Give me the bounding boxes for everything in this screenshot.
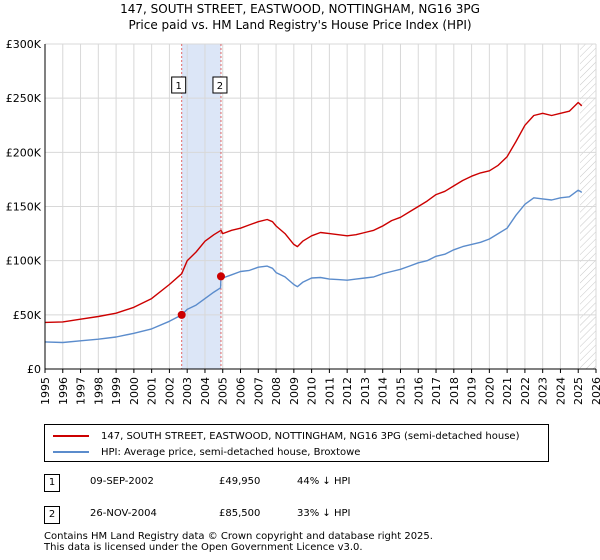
- y-tick-label: £50K: [13, 309, 42, 322]
- y-tick-label: £300K: [6, 38, 42, 51]
- x-tick-label: 2007: [252, 377, 265, 405]
- price-chart: 1 2 £0 £50K £100K £150K £200K £250K £300K 1995 199…: [6, 38, 600, 405]
- x-tick-label: 2024: [554, 377, 567, 405]
- y-tick-label: £100K: [6, 255, 42, 268]
- transaction-hpi-delta: 44% ↓ HPI: [297, 476, 351, 487]
- legend-item-hpi: HPI: Average price, semi-detached house,…: [53, 444, 360, 460]
- x-tick-label: 2015: [394, 377, 407, 405]
- x-tick-label: 2021: [501, 377, 514, 405]
- x-tick-label: 2005: [217, 377, 230, 405]
- footer-copyright: Contains HM Land Registry data © Crown c…: [44, 531, 433, 542]
- legend-item-price: 147, SOUTH STREET, EASTWOOD, NOTTINGHAM,…: [53, 428, 519, 444]
- transaction-hpi-delta: 33% ↓ HPI: [297, 508, 351, 519]
- legend-price-label: 147, SOUTH STREET, EASTWOOD, NOTTINGHAM,…: [101, 430, 520, 442]
- x-tick-label: 2009: [288, 377, 301, 405]
- hpi-series-line: [44, 189, 583, 344]
- x-tick-label: 2011: [323, 377, 336, 405]
- x-tick-label: 2023: [537, 377, 550, 405]
- x-tick-label: 1996: [57, 377, 70, 405]
- x-tick-label: 2003: [181, 377, 194, 405]
- transaction-price: £85,500: [219, 508, 261, 519]
- x-tick-label: 2019: [466, 377, 479, 405]
- x-tick-label: 1995: [39, 377, 52, 405]
- x-tick-label: 2001: [146, 377, 159, 405]
- x-tick-label: 2022: [519, 377, 532, 405]
- y-tick-label: £200K: [6, 146, 42, 159]
- x-tick-label: 1999: [110, 377, 123, 405]
- transaction-date: 09-SEP-2002: [90, 476, 154, 487]
- x-tick-label: 2016: [412, 377, 425, 405]
- transaction-date: 26-NOV-2004: [90, 508, 157, 519]
- footer: Contains HM Land Registry data © Crown c…: [44, 531, 433, 553]
- sale-1-label: 1: [175, 81, 181, 92]
- x-tick-label: 2018: [448, 377, 461, 405]
- chart-title-line2: Price paid vs. HM Land Registry's House …: [128, 18, 472, 32]
- transaction-price: £49,950: [219, 476, 261, 487]
- sale-2-point: [216, 272, 225, 281]
- x-tick-label: 2000: [128, 377, 141, 405]
- x-tick-label: 2014: [377, 377, 390, 405]
- legend-price-line-swatch: [53, 435, 89, 437]
- sale-2-label: 2: [217, 81, 223, 92]
- x-tick-label: 2004: [199, 377, 212, 405]
- footer-licence: This data is licensed under the Open Gov…: [44, 542, 363, 553]
- x-tick-label: 2020: [483, 377, 496, 405]
- legend-hpi-label: HPI: Average price, semi-detached house,…: [101, 446, 361, 458]
- x-tick-label: 2012: [341, 377, 354, 405]
- transaction-marker-badge: 1: [44, 474, 60, 492]
- x-tick-label: 2013: [359, 377, 372, 405]
- x-tick-label: 2008: [270, 377, 283, 405]
- sale-1-point: [177, 310, 186, 319]
- sale-1-label-box: [171, 76, 187, 94]
- x-tick-label: 2026: [590, 377, 600, 405]
- legend: 147, SOUTH STREET, EASTWOOD, NOTTINGHAM,…: [44, 424, 549, 462]
- x-tick-label: 1998: [92, 377, 105, 405]
- x-tick-label: 1997: [75, 377, 88, 405]
- x-tick-label: 2006: [235, 377, 248, 405]
- x-tick-label: 2025: [572, 377, 585, 405]
- chart-title-line1: 147, SOUTH STREET, EASTWOOD, NOTTINGHAM,…: [120, 2, 480, 16]
- transaction-marker-badge: 2: [44, 506, 60, 524]
- y-tick-label: £0: [27, 363, 41, 376]
- legend-hpi-line-swatch: [53, 451, 89, 453]
- x-tick-label: 2017: [430, 377, 443, 405]
- x-tick-label: 2010: [306, 377, 319, 405]
- y-tick-label: £150K: [6, 201, 42, 214]
- sale-2-label-box: [212, 76, 228, 94]
- y-tick-label: £250K: [6, 92, 42, 105]
- x-tick-label: 2002: [163, 377, 176, 405]
- price-paid-series-line: [44, 101, 583, 324]
